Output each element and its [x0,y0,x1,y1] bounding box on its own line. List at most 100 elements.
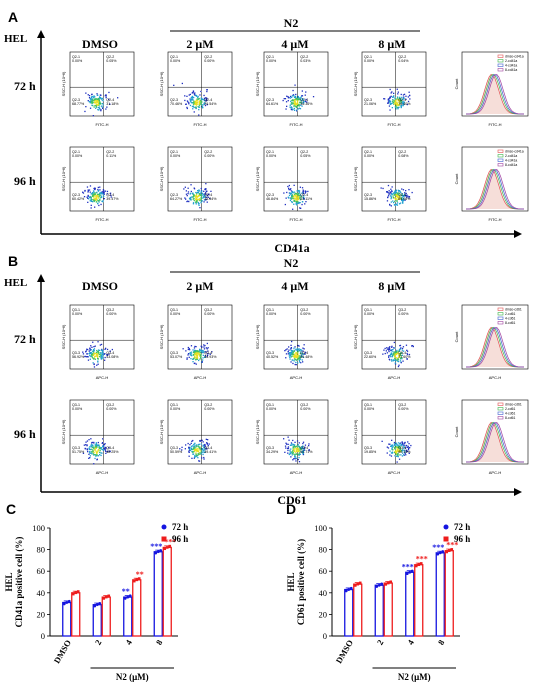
event-dot [404,442,406,444]
event-dot [204,451,206,453]
event-dot [93,195,95,197]
event-dot [185,350,187,352]
quadrant-label: Q2-2 [106,55,114,59]
event-dot [193,358,195,360]
quadrant-value: 0.03% [300,59,311,63]
event-dot [302,347,304,349]
event-dot [201,351,203,353]
event-dot [203,348,206,350]
event-dot [405,98,407,100]
event-dot [89,195,91,198]
event-dot [398,350,400,352]
bar [123,596,133,637]
event-dot [186,358,188,360]
event-dot [92,96,94,98]
event-dot [391,452,393,454]
event-dot [290,198,292,200]
event-dot [85,441,87,443]
event-dot [403,454,405,456]
event-dot [304,192,307,194]
event-dot [407,195,409,197]
event-dot [296,197,299,199]
event-dot [197,201,199,204]
event-dot [299,108,302,110]
event-dot [86,445,88,447]
histogram-legend-label: dmso-cd61 [505,403,522,407]
data-point [165,546,169,549]
event-dot [299,207,301,209]
event-dot [407,445,409,447]
event-dot [87,201,89,203]
event-dot [184,95,186,97]
event-dot [301,451,303,453]
event-dot [405,95,407,97]
event-dot [187,442,189,445]
x-tick-label: 4 [405,637,416,646]
event-dot [402,202,404,204]
event-dot [299,99,301,101]
data-point [410,569,414,573]
event-dot [284,445,287,447]
event-dot [297,448,299,450]
event-dot [295,447,297,449]
event-dot [88,457,90,459]
event-dot [397,196,399,199]
event-dot [392,353,394,355]
event-dot [199,100,202,102]
event-dot [289,106,291,108]
quadrant-label: Q2-1 [266,55,274,59]
event-dot [202,441,204,443]
quadrant-value: 60.42% [72,197,85,201]
event-dot [392,360,394,362]
event-dot [297,357,299,359]
quadrant-label: Q3-4 [204,446,212,450]
event-dot [392,355,394,357]
event-dot [187,191,190,193]
event-dot [390,92,392,94]
event-dot [102,201,104,203]
event-dot [289,451,291,453]
event-dot [98,447,100,449]
event-dot [99,108,101,110]
event-dot [298,198,300,200]
panel-a-flow-grid: Q2-10.00%Q2-20.05%Q2-368.77%Q2-431.18%FI… [61,51,529,222]
quadrant-label: Q2-3 [266,193,274,197]
x-tick-label: 8 [154,638,165,647]
event-dot [298,446,301,448]
event-dot [89,107,92,109]
event-dot [300,348,302,351]
event-dot [89,347,91,350]
data-point [65,601,69,604]
event-dot [100,355,103,357]
event-dot [90,444,93,446]
event-dot [290,452,293,454]
event-dot [104,356,106,359]
event-dot [395,189,397,191]
event-dot [299,102,301,104]
event-dot [205,192,207,194]
event-dot [199,452,201,454]
dot-plot-frame [263,399,329,465]
event-dot [290,192,292,195]
event-dot [203,451,205,454]
event-dot [195,102,197,104]
quadrant-value: 0.11% [106,154,117,158]
event-dot [296,348,299,350]
event-dot [109,103,111,105]
event-dot [202,98,204,101]
event-dot [287,353,289,355]
event-dot [304,351,307,353]
event-dot [404,192,406,194]
event-dot [290,100,292,102]
event-dot [297,102,299,104]
event-dot [94,345,96,347]
event-dot [193,445,195,448]
event-dot [296,190,298,192]
event-dot [87,348,89,351]
event-dot [304,353,306,355]
event-dot [390,445,393,447]
event-dot [210,190,212,192]
panel-a-row-72h: 72 h [14,79,36,93]
quadrant-value: 59.48% [300,355,313,359]
event-dot [106,106,108,108]
